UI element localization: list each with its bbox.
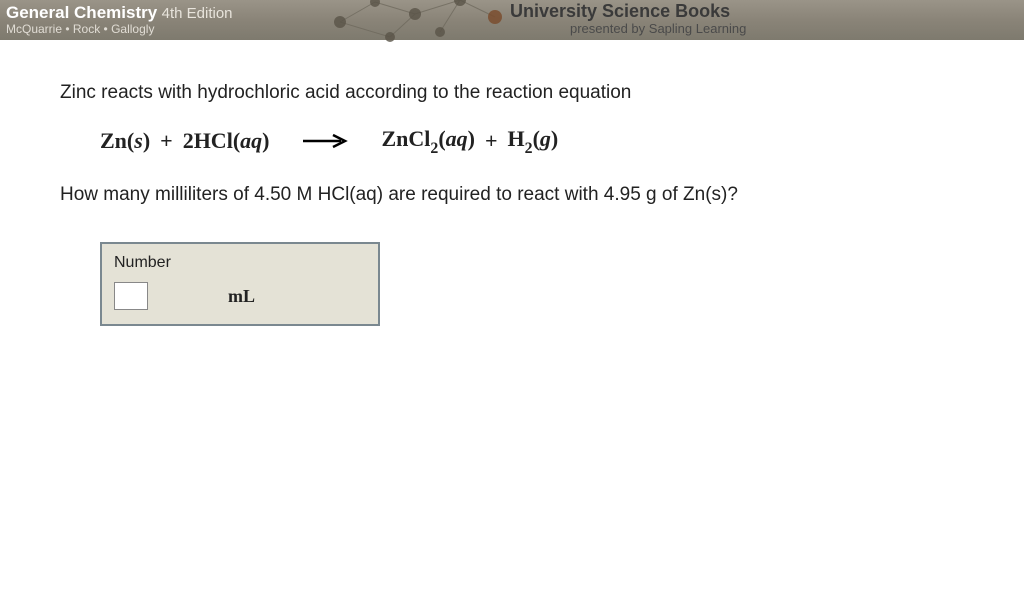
answer-row: mL [114, 282, 366, 310]
presented-by: presented by Sapling Learning [510, 22, 746, 36]
eq-plus-1: + [160, 128, 173, 154]
question-prompt: How many milliliters of 4.50 M HCl(aq) a… [60, 184, 964, 206]
answer-box: Number mL [100, 242, 380, 326]
eq-plus-2: + [485, 128, 498, 154]
eq-zncl-sub: 2 [430, 140, 438, 157]
eq-hcl-coef: 2 [183, 128, 194, 153]
answer-input[interactable] [114, 282, 148, 310]
eq-zn: Zn [100, 128, 127, 153]
question-intro: Zinc reacts with hydrochloric acid accor… [60, 82, 964, 104]
book-title-line: General Chemistry 4th Edition [6, 4, 233, 23]
eq-h2-state: g [540, 126, 551, 151]
answer-unit: mL [228, 286, 255, 307]
book-edition: 4th Edition [162, 5, 233, 22]
eq-zn-state: s [134, 128, 143, 153]
book-info: General Chemistry 4th Edition McQuarrie … [0, 4, 233, 36]
eq-zncl-state: aq [446, 126, 468, 151]
reaction-arrow-icon [301, 133, 349, 149]
eq-reactant-1: Zn(s) [100, 128, 150, 154]
eq-reactant-2: 2HCl(aq) [183, 128, 270, 154]
answer-label: Number [114, 254, 366, 272]
eq-hcl-state: aq [240, 128, 262, 153]
reaction-equation: Zn(s) + 2HCl(aq) ZnCl2(aq) + H2(g) [100, 126, 964, 156]
eq-hcl: HCl [194, 128, 233, 153]
publisher-name: University Science Books [510, 2, 746, 22]
eq-zncl: ZnCl [381, 126, 430, 151]
eq-h2-sub: 2 [525, 140, 533, 157]
eq-h2: H [508, 126, 525, 151]
publisher-info: University Science Books presented by Sa… [510, 2, 746, 36]
book-title: General Chemistry [6, 3, 157, 22]
book-authors: McQuarrie • Rock • Gallogly [6, 23, 233, 36]
molecule-icon [320, 0, 520, 48]
textbook-header: General Chemistry 4th Edition McQuarrie … [0, 0, 1024, 40]
eq-product-1: ZnCl2(aq) [381, 126, 475, 156]
eq-product-2: H2(g) [508, 126, 559, 156]
question-content: Zinc reacts with hydrochloric acid accor… [0, 40, 1024, 326]
